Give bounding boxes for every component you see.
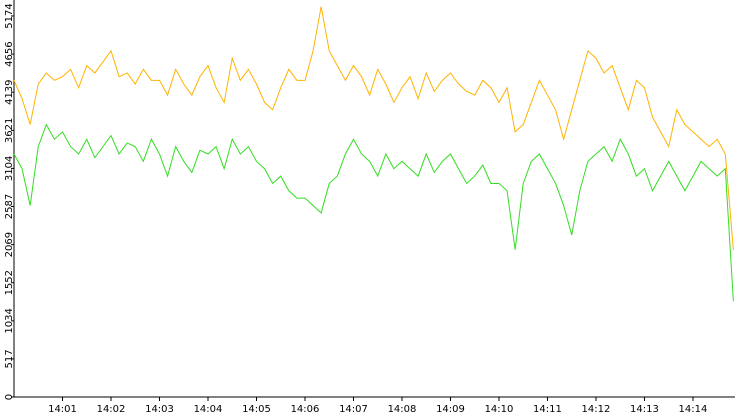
- y-tick-label: 0: [4, 394, 15, 400]
- series-line: [13, 6, 734, 250]
- series-line: [13, 123, 734, 302]
- y-tick-label: 2587: [4, 194, 15, 219]
- x-tick-label: 14:02: [97, 404, 126, 415]
- x-tick-label: 14:11: [533, 404, 562, 415]
- y-tick-label: 1034: [4, 308, 15, 333]
- x-tick-label: 14:06: [291, 404, 320, 415]
- x-tick-label: 14:10: [485, 404, 514, 415]
- y-tick-label: 517: [4, 349, 15, 368]
- y-tick-label: 4139: [4, 79, 15, 104]
- x-tick-label: 14:14: [679, 404, 708, 415]
- x-tick-label: 14:09: [436, 404, 465, 415]
- y-tick-label: 3621: [4, 118, 15, 143]
- y-tick-label: 3104: [4, 156, 15, 181]
- x-tick-label: 14:05: [242, 404, 271, 415]
- x-tick-label: 14:07: [339, 404, 368, 415]
- x-tick-label: 14:03: [145, 404, 174, 415]
- x-tick-label: 14:01: [48, 404, 77, 415]
- x-tick-label: 14:08: [388, 404, 417, 415]
- y-tick-label: 2069: [4, 232, 15, 257]
- y-tick-label: 5174: [4, 3, 15, 28]
- x-tick-label: 14:04: [194, 404, 223, 415]
- y-tick-label: 4656: [4, 41, 15, 66]
- x-tick-label: 14:13: [630, 404, 659, 415]
- y-tick-label: 1552: [4, 270, 15, 295]
- x-tick-label: 14:12: [582, 404, 611, 415]
